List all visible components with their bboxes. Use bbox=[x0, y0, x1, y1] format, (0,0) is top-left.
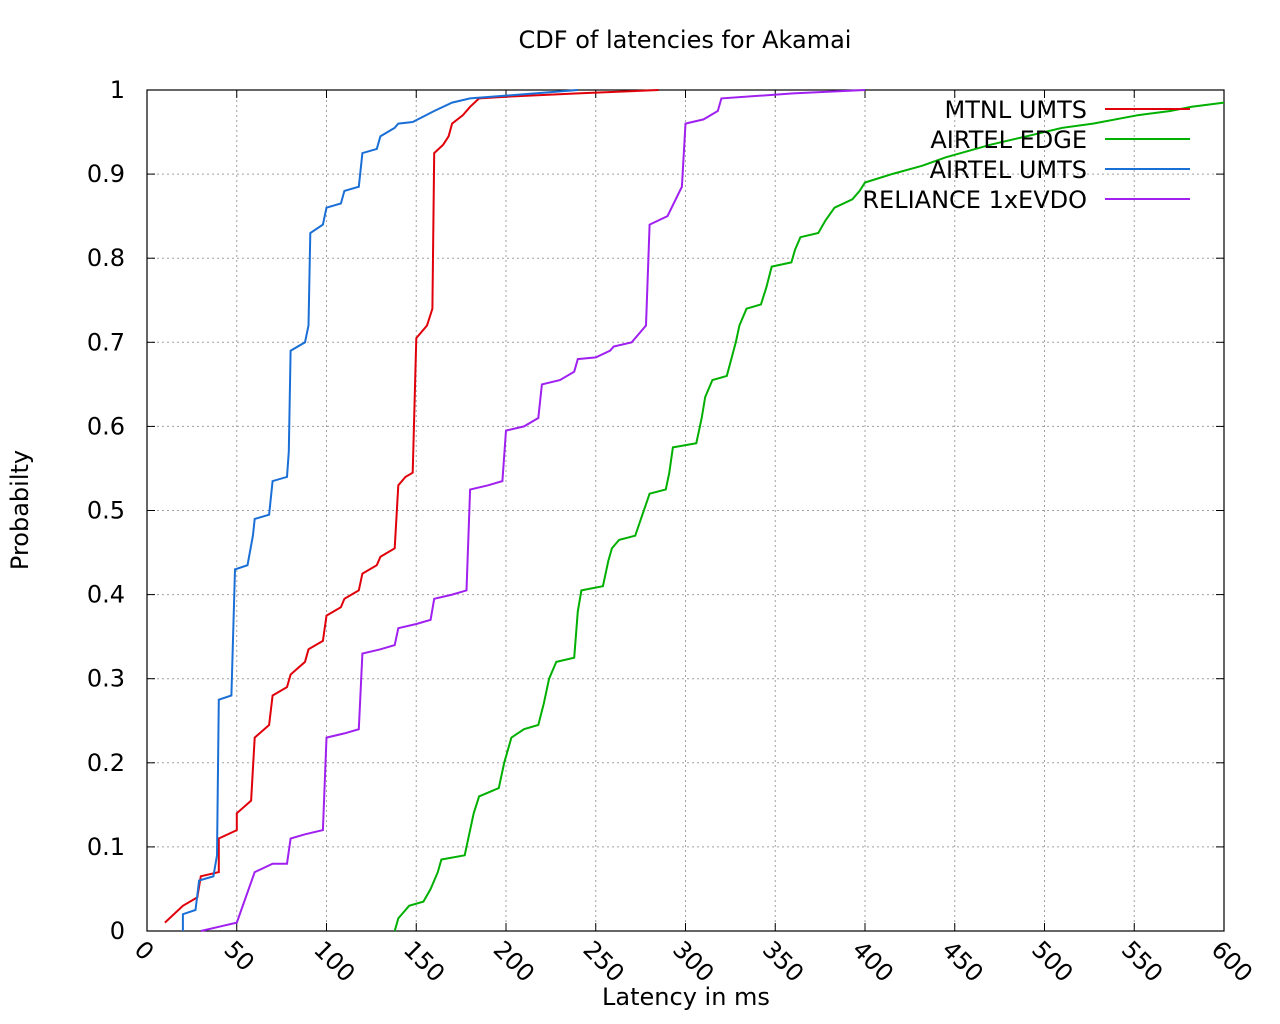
x-tick-label: 550 bbox=[1116, 935, 1168, 987]
x-tick-label: 300 bbox=[667, 935, 719, 987]
y-tick-label: 0.4 bbox=[87, 581, 125, 609]
y-tick-label: 0 bbox=[110, 917, 125, 945]
y-tick-label: 0.2 bbox=[87, 749, 125, 777]
y-tick-label: 0.9 bbox=[87, 160, 125, 188]
x-tick-label: 100 bbox=[308, 935, 360, 987]
series-layer bbox=[164, 89, 1225, 932]
series-line-airtel-umts bbox=[181, 89, 578, 931]
x-axis-label: Latency in ms bbox=[602, 983, 770, 1011]
series-line-mtnl-umts bbox=[164, 89, 659, 924]
y-tick-label: 1 bbox=[110, 76, 125, 104]
legend-label-airtel-umts: AIRTEL UMTS bbox=[930, 156, 1087, 184]
y-tick-label: 0.1 bbox=[87, 833, 125, 861]
y-axis-label: Probabilty bbox=[6, 450, 34, 570]
series-line-airtel-edge bbox=[393, 101, 1225, 932]
x-tick-label: 500 bbox=[1026, 935, 1078, 987]
y-tick-label: 0.3 bbox=[87, 665, 125, 693]
x-ticks: 0 50 100 150 200 250 300 350 400 450 500 550 600 bbox=[129, 90, 1258, 988]
series-line-reliance-1xevdo bbox=[200, 89, 866, 932]
x-tick-label: 200 bbox=[488, 935, 540, 987]
legend-label-airtel-edge: AIRTEL EDGE bbox=[930, 126, 1087, 154]
y-tick-label: 0.5 bbox=[87, 497, 125, 525]
chart-title: CDF of latencies for Akamai bbox=[519, 26, 852, 54]
x-tick-label: 150 bbox=[398, 935, 450, 987]
x-tick-label: 450 bbox=[937, 935, 989, 987]
y-tick-label: 0.6 bbox=[87, 412, 125, 440]
y-tick-label: 0.8 bbox=[87, 244, 125, 272]
y-ticks: 0 0.1 0.2 0.3 0.4 0.5 0.6 0.7 0.8 0.9 1 bbox=[87, 76, 1224, 945]
x-tick-label: 400 bbox=[847, 935, 899, 987]
x-tick-label: 350 bbox=[757, 935, 809, 987]
legend-label-reliance-1xevdo: RELIANCE 1xEVDO bbox=[862, 186, 1087, 214]
y-tick-label: 0.7 bbox=[87, 328, 125, 356]
x-tick-label: 50 bbox=[219, 935, 260, 976]
x-tick-label: 0 bbox=[129, 935, 160, 966]
x-tick-label: 250 bbox=[578, 935, 630, 987]
grid-layer bbox=[147, 90, 1224, 931]
x-tick-label: 600 bbox=[1206, 935, 1258, 987]
legend-label-mtnl-umts: MTNL UMTS bbox=[945, 96, 1088, 124]
